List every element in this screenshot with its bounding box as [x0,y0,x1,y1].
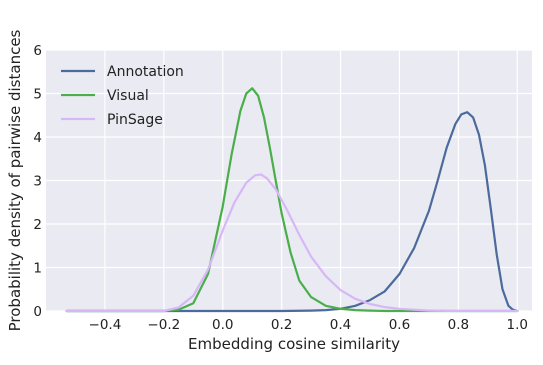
legend: Annotation Visual PinSage [61,64,184,128]
tick-labels: 0 1 2 3 4 5 6 −0.4 −0.2 0.0 0.2 0.4 0.6 0.8 1.0 [33,43,528,333]
series-line-pinsage [65,173,519,313]
y-tick-label: 1 [33,261,42,277]
x-axis-label: Embedding cosine similarity [188,335,400,353]
y-tick-label: 4 [33,130,42,146]
y-tick-label: 2 [33,217,42,233]
y-tick-label: 3 [33,174,42,190]
grid-lines [46,49,532,312]
legend-label: Annotation [107,64,184,80]
x-tick-label: 0.0 [212,317,233,333]
y-tick-label: 0 [33,304,42,320]
legend-label: Visual [107,88,149,104]
x-tick-label: −0.2 [147,317,180,333]
x-tick-label: 0.4 [330,317,351,333]
x-tick-label: 1.0 [507,317,528,333]
x-tick-label: 0.2 [271,317,292,333]
x-tick-label: −0.4 [89,317,122,333]
series-layer [65,87,519,313]
y-tick-label: 5 [33,87,42,103]
x-tick-label: 0.6 [389,317,410,333]
y-axis-label: Probability density of pairwise distance… [6,29,24,331]
y-tick-label: 6 [33,43,42,59]
x-tick-label: 0.8 [448,317,469,333]
series-line-annotation [65,111,519,313]
legend-label: PinSage [107,112,163,128]
